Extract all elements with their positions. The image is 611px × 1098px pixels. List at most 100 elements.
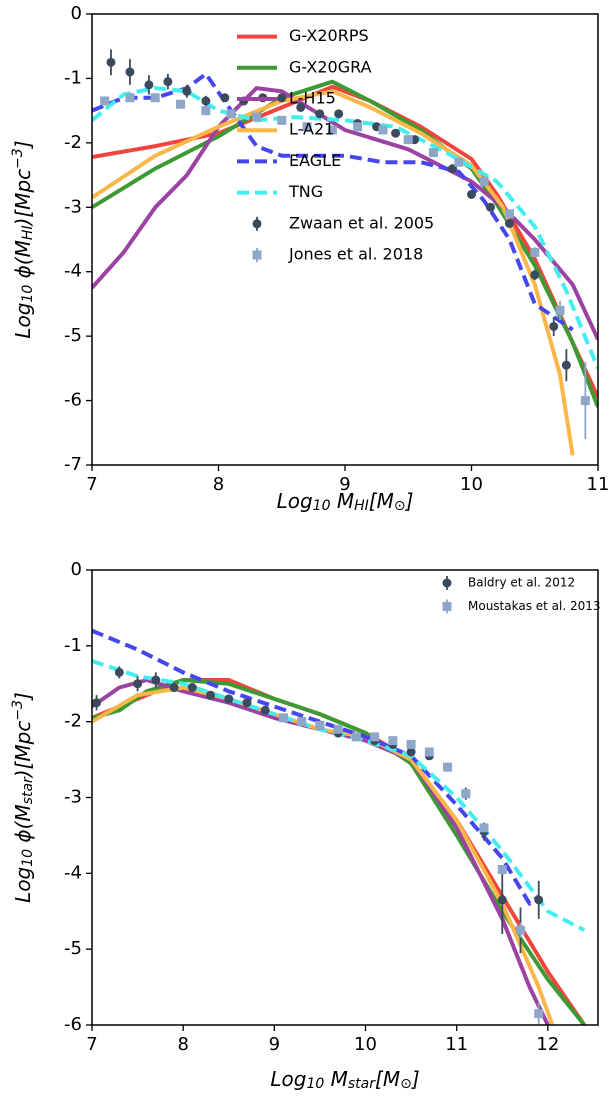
marker	[296, 102, 306, 112]
marker	[530, 247, 540, 257]
series-line	[92, 659, 586, 932]
y-tick-label: -5	[64, 325, 82, 346]
y-axis-label: Log10 ϕ(MHI)[Mpc−3]	[10, 140, 36, 338]
marker	[315, 109, 325, 119]
marker	[424, 747, 434, 757]
label-part: star	[348, 1076, 376, 1092]
y-tick-label: -5	[64, 938, 82, 959]
marker	[201, 106, 211, 116]
label-part: ]	[11, 692, 35, 701]
marker	[226, 109, 236, 119]
marker	[353, 122, 363, 132]
marker	[297, 717, 307, 727]
marker	[378, 125, 388, 135]
marker	[224, 694, 234, 704]
x-tick-label: 10	[354, 1034, 377, 1055]
legend-label: G-X20RPS	[289, 26, 369, 45]
legend-label: Baldry et al. 2012	[468, 576, 575, 590]
marker	[333, 724, 343, 734]
marker	[534, 895, 544, 905]
plot-frame	[91, 13, 599, 466]
legend-label: EAGLE	[289, 151, 341, 170]
x-tick-label: 11	[587, 474, 610, 495]
label-part: HI	[354, 498, 369, 514]
y-tick-label: -7	[64, 454, 82, 475]
label-part: ϕ(M	[11, 240, 35, 285]
series-line	[92, 678, 550, 1025]
marker	[485, 202, 495, 212]
marker	[151, 675, 161, 685]
marker	[530, 270, 540, 280]
label-part: M	[331, 489, 355, 513]
x-tick-label: 7	[86, 1034, 97, 1055]
label-part: −3	[10, 700, 26, 721]
marker	[454, 157, 464, 167]
legend-label: L-A21	[289, 120, 334, 139]
label-part: ]	[411, 1067, 420, 1091]
y-tick-label: -2	[64, 132, 82, 153]
legend-label: TNG	[288, 182, 323, 201]
series-line	[92, 89, 575, 456]
marker	[555, 305, 565, 315]
y-tick-label: 0	[71, 559, 82, 580]
label-part: 10	[313, 498, 331, 514]
legend: G-X20RPS G-X20GRA L-H15 L-A21 EAGLE TNG Zwaan …	[237, 26, 434, 264]
label-part: [M	[369, 489, 394, 513]
marker	[334, 109, 344, 119]
marker	[561, 360, 571, 370]
label-part: star	[20, 776, 36, 804]
x-tick-label: 11	[445, 1034, 468, 1055]
marker	[187, 683, 197, 693]
marker	[277, 93, 287, 103]
marker	[549, 321, 559, 331]
marker	[220, 93, 230, 103]
y-tick-label: -6	[64, 390, 82, 411]
x-tick-label: 8	[213, 474, 224, 495]
marker	[497, 895, 507, 905]
y-tick-label: -4	[64, 862, 82, 883]
x-axis-label: Log10 MHI[M⊙]	[277, 489, 414, 514]
series-line	[92, 71, 574, 332]
marker	[206, 690, 216, 700]
x-tick-label: 8	[177, 1034, 188, 1055]
legend-label: G-X20GRA	[289, 57, 372, 76]
x-axis-label: Log10 Mstar[M⊙]	[270, 1067, 419, 1092]
series-line	[92, 86, 598, 341]
y-tick-label: -3	[64, 196, 82, 217]
marker	[479, 823, 489, 833]
marker	[504, 209, 514, 219]
marker	[406, 747, 416, 757]
series-line	[92, 628, 540, 906]
marker	[534, 1009, 544, 1019]
marker	[163, 77, 173, 87]
marker	[467, 189, 476, 199]
marker	[150, 93, 160, 103]
marker	[169, 683, 179, 693]
y-tick-label: 0	[71, 3, 82, 24]
marker	[327, 125, 337, 135]
label-part: Log	[277, 489, 313, 513]
series-line	[92, 86, 598, 370]
label-part: )[Mpc	[11, 169, 35, 228]
label-part: HI	[20, 225, 36, 240]
y-tick-label: -6	[64, 1014, 82, 1035]
legend: Baldry et al. 2012 Moustakas et al. 2013	[442, 576, 601, 614]
y-tick-label: -2	[64, 711, 82, 732]
label-part: −3	[10, 148, 26, 169]
marker	[443, 762, 453, 772]
marker	[252, 219, 262, 229]
marker	[125, 67, 135, 77]
marker	[429, 148, 439, 158]
marker	[370, 732, 380, 742]
label-part: ]	[11, 140, 35, 149]
label-part: 10	[20, 285, 36, 303]
x-tick-label: 9	[339, 474, 350, 495]
y-tick-label: -1	[64, 635, 82, 656]
marker	[442, 578, 452, 588]
marker	[278, 713, 288, 723]
marker	[516, 925, 526, 935]
marker	[391, 128, 401, 138]
marker	[315, 720, 325, 730]
label-part: [M	[375, 1067, 400, 1091]
